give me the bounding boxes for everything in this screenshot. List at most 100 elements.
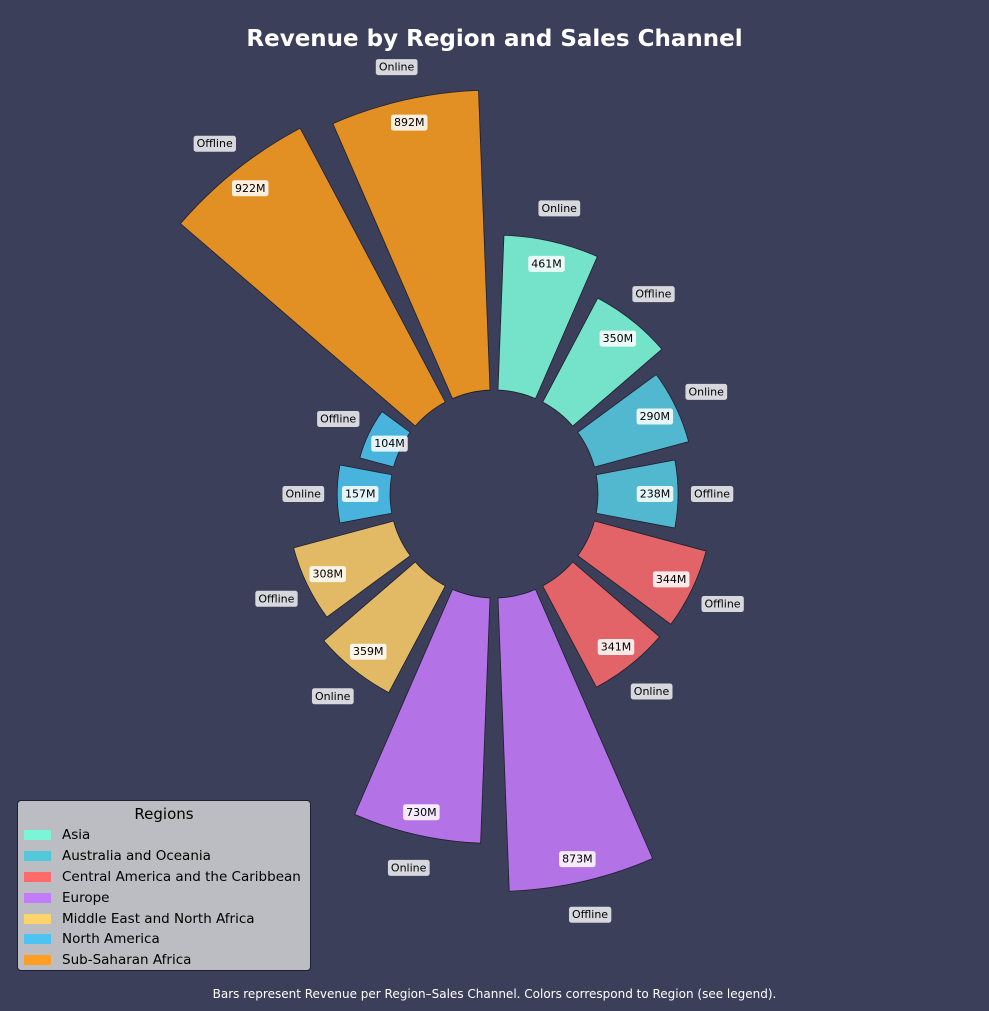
chart-caption: Bars represent Revenue per Region–Sales … [212,987,777,1001]
value-label-box [403,804,440,821]
bar-sub-saharan-africa-offline [179,127,446,427]
legend-label: North America [62,931,160,948]
value-label: 344M [652,571,690,588]
value-label-text: 344M [656,573,687,586]
legend-title: Regions [134,805,194,823]
channel-label: Online [375,59,418,76]
channel-label: Online [630,683,673,700]
legend-swatch [24,955,51,966]
value-label-box [597,638,635,655]
value-label-text: 359M [353,645,384,658]
channel-label-text: Offline [258,592,294,605]
channel-label-text: Offline [197,137,233,150]
bar-asia-online [497,234,598,400]
legend-label: Australia and Oceania [62,848,211,865]
legend-item-sub-saharan-africa: Sub-Saharan Africa [18,950,310,971]
value-label: 730M [403,804,440,821]
legend-label: Europe [62,889,110,906]
channel-label: Online [538,200,581,217]
channel-label-text: Offline [320,412,356,425]
legend-label: Central America and the Caribbean [62,868,301,885]
value-label: 892M [390,114,428,131]
value-label-box [559,851,596,868]
value-label-text: 873M [562,853,593,866]
channel-label-box [375,59,418,76]
value-label-text: 341M [601,640,632,653]
bar-central-america-and-the-caribbean-offline [577,520,707,625]
bar-australia-and-oceania-online [577,373,690,468]
channel-label: Offline [701,596,744,613]
value-label-text: 461M [531,257,562,270]
channel-label-box [317,410,360,427]
channel-label: Online [685,383,728,400]
legend-swatch [24,934,51,945]
value-label: 341M [597,638,635,655]
value-label: 290M [636,408,674,425]
channel-label: Online [282,486,325,502]
value-label-box [599,330,637,347]
chart-title: Revenue by Region and Sales Channel [246,26,743,52]
value-label-box [371,435,408,452]
channel-label: Online [311,688,354,705]
channel-label: Offline [632,286,675,303]
legend-item-north-america: North America [18,929,310,950]
channel-label-text: Online [688,385,724,398]
value-label-box [341,486,379,502]
value-label-text: 350M [603,332,634,345]
channel-label-box [311,688,354,705]
value-label-text: 730M [406,806,437,819]
channel-label-text: Offline [572,908,608,921]
bar-asia-offline [542,297,663,427]
channel-label-text: Online [285,488,321,501]
bar-middle-east-and-north-africa-online [323,561,446,694]
channel-label-text: Online [391,861,427,874]
value-label-text: 308M [312,568,343,581]
value-label-box [390,114,428,131]
legend-label: Middle East and North Africa [62,910,255,927]
legend-label: Asia [62,827,91,844]
bar-middle-east-and-north-africa-offline [293,520,411,618]
value-label: 873M [559,851,596,868]
channel-label: Offline [690,486,734,502]
legend-swatch [24,913,51,924]
channel-label: Offline [317,410,360,427]
channel-label-box [685,383,728,400]
value-label-text: 104M [374,437,405,450]
channel-label-box [690,486,734,502]
value-label-box [652,571,690,588]
value-label: 238M [636,486,674,502]
value-label: 922M [231,180,269,197]
legend-label: Sub-Saharan Africa [62,952,192,969]
value-label-box [528,255,565,272]
value-label: 461M [528,255,565,272]
value-label-box [636,486,674,502]
legend: Regions Asia Australia and Oceania Centr… [17,800,311,971]
channel-label-text: Offline [635,288,671,301]
legend-item-asia: Asia [18,825,310,846]
labels-layer: 461M Online 350M Offline 290M Online 238M Offli… [193,59,744,923]
bar-europe-online [354,588,491,844]
value-label: 350M [599,330,637,347]
value-label-box [349,643,387,660]
legend-swatch [24,892,51,903]
channel-label: Offline [568,906,612,923]
value-label-text: 892M [394,116,425,129]
bar-europe-offline [497,588,654,892]
channel-label-text: Online [379,61,415,74]
channel-label-text: Online [634,685,670,698]
channel-label-box [701,596,744,613]
bar-central-america-and-the-caribbean-online [542,561,661,688]
legend-swatch [24,871,51,882]
legend-item-europe: Europe [18,887,310,908]
value-label-text: 238M [640,488,671,501]
value-label: 359M [349,643,387,660]
value-label-box [636,408,674,425]
legend-item-central-america: Central America and the Caribbean [18,867,310,888]
value-label-text: 157M [345,488,376,501]
legend-swatch [24,830,51,841]
channel-label-text: Online [541,202,577,215]
bar-sub-saharan-africa-online [332,89,491,400]
legend-swatch [24,851,51,862]
legend-item-australia-and-oceania: Australia and Oceania [18,846,310,867]
